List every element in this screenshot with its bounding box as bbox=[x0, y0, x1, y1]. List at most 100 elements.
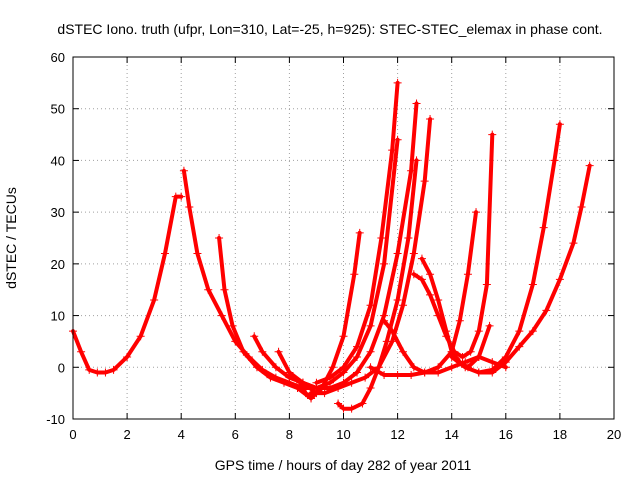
data-point-marker bbox=[366, 321, 375, 330]
y-tick-label: 10 bbox=[51, 309, 65, 324]
data-point-marker bbox=[393, 371, 402, 380]
data-point-marker bbox=[426, 290, 435, 299]
series-line bbox=[71, 194, 184, 375]
data-point-marker bbox=[555, 275, 564, 284]
series-line bbox=[300, 101, 419, 390]
data-point-marker bbox=[577, 202, 586, 211]
x-tick-label: 8 bbox=[286, 427, 293, 442]
data-point-marker bbox=[455, 316, 464, 325]
data-point-marker bbox=[528, 280, 537, 289]
data-point-marker bbox=[204, 285, 213, 294]
chart-title: dSTEC Iono. truth (ufpr, Lon=310, Lat=-2… bbox=[57, 21, 602, 37]
x-tick-label: 16 bbox=[499, 427, 513, 442]
data-point-marker bbox=[482, 280, 491, 289]
data-layer bbox=[69, 78, 594, 413]
y-tick-label: -10 bbox=[46, 412, 65, 427]
data-point-marker bbox=[377, 234, 386, 242]
data-point-marker bbox=[328, 363, 337, 372]
series-line bbox=[217, 236, 313, 401]
data-point-marker bbox=[417, 275, 426, 284]
data-point-marker bbox=[298, 378, 307, 387]
data-point-marker bbox=[501, 358, 510, 367]
data-point-marker bbox=[407, 371, 416, 380]
data-point-marker bbox=[380, 316, 389, 325]
data-point-marker bbox=[426, 270, 435, 279]
x-tick-label: 12 bbox=[390, 427, 404, 442]
data-point-marker bbox=[220, 285, 229, 294]
data-point-marker bbox=[485, 321, 494, 330]
series-arc-15 bbox=[447, 120, 564, 377]
data-point-marker bbox=[488, 130, 497, 139]
series-arc-1 bbox=[69, 192, 186, 377]
data-point-marker bbox=[353, 368, 362, 377]
data-point-marker bbox=[293, 383, 302, 392]
data-point-marker bbox=[388, 146, 397, 155]
data-point-marker bbox=[426, 115, 435, 124]
data-point-marker bbox=[320, 389, 329, 398]
data-point-marker bbox=[466, 347, 475, 356]
data-point-marker bbox=[228, 321, 237, 330]
data-point-marker bbox=[353, 352, 362, 361]
data-point-marker bbox=[393, 249, 402, 258]
data-point-marker bbox=[399, 347, 408, 356]
data-point-marker bbox=[412, 156, 421, 165]
data-point-marker bbox=[393, 78, 402, 87]
x-tick-label: 0 bbox=[69, 427, 76, 442]
data-point-marker bbox=[409, 363, 418, 372]
y-tick-label: 30 bbox=[51, 205, 65, 220]
data-point-marker bbox=[569, 239, 578, 248]
data-point-marker bbox=[585, 161, 594, 170]
data-point-marker bbox=[447, 363, 456, 372]
data-point-marker bbox=[136, 332, 145, 341]
series-line bbox=[314, 80, 400, 385]
y-tick-label: 50 bbox=[51, 102, 65, 117]
data-point-marker bbox=[339, 404, 348, 413]
data-point-marker bbox=[539, 223, 548, 232]
series-arc-3 bbox=[215, 234, 316, 403]
x-tick-label: 6 bbox=[232, 427, 239, 442]
data-point-marker bbox=[366, 301, 375, 310]
data-point-marker bbox=[271, 363, 280, 372]
data-point-marker bbox=[361, 373, 370, 382]
x-tick-label: 14 bbox=[444, 427, 458, 442]
data-point-marker bbox=[412, 99, 421, 108]
data-point-marker bbox=[555, 120, 564, 129]
data-point-marker bbox=[85, 365, 94, 374]
series-arc-13 bbox=[409, 130, 497, 361]
data-point-marker bbox=[93, 368, 102, 377]
data-point-marker bbox=[193, 249, 202, 258]
data-point-marker bbox=[434, 363, 443, 372]
data-point-marker bbox=[77, 347, 86, 356]
data-point-marker bbox=[380, 371, 389, 380]
data-point-marker bbox=[474, 327, 483, 336]
data-point-marker bbox=[434, 296, 443, 305]
data-point-marker bbox=[542, 306, 551, 315]
data-point-marker bbox=[388, 327, 397, 336]
data-point-marker bbox=[252, 363, 261, 372]
series-line bbox=[336, 158, 419, 411]
y-tick-label: 60 bbox=[51, 50, 65, 65]
y-axis-label: dSTEC / TECUs bbox=[3, 187, 19, 289]
data-point-marker bbox=[279, 378, 288, 387]
data-point-marker bbox=[334, 383, 343, 392]
series-arc-7 bbox=[298, 99, 421, 392]
x-tick-label: 4 bbox=[178, 427, 185, 442]
data-point-marker bbox=[417, 254, 426, 263]
data-point-marker bbox=[109, 365, 118, 374]
data-point-marker bbox=[409, 249, 418, 258]
data-point-marker bbox=[285, 368, 294, 377]
data-point-marker bbox=[474, 352, 483, 361]
data-point-marker bbox=[515, 327, 524, 336]
grid-layer bbox=[73, 57, 614, 419]
data-point-marker bbox=[366, 347, 375, 356]
data-point-marker bbox=[250, 332, 259, 341]
series-arc-10 bbox=[334, 156, 421, 413]
data-point-marker bbox=[339, 332, 348, 341]
data-point-marker bbox=[215, 234, 224, 242]
data-point-marker bbox=[307, 389, 316, 398]
data-point-marker bbox=[325, 373, 334, 382]
data-point-marker bbox=[101, 368, 110, 377]
data-point-marker bbox=[393, 296, 402, 305]
data-point-marker bbox=[347, 378, 356, 387]
